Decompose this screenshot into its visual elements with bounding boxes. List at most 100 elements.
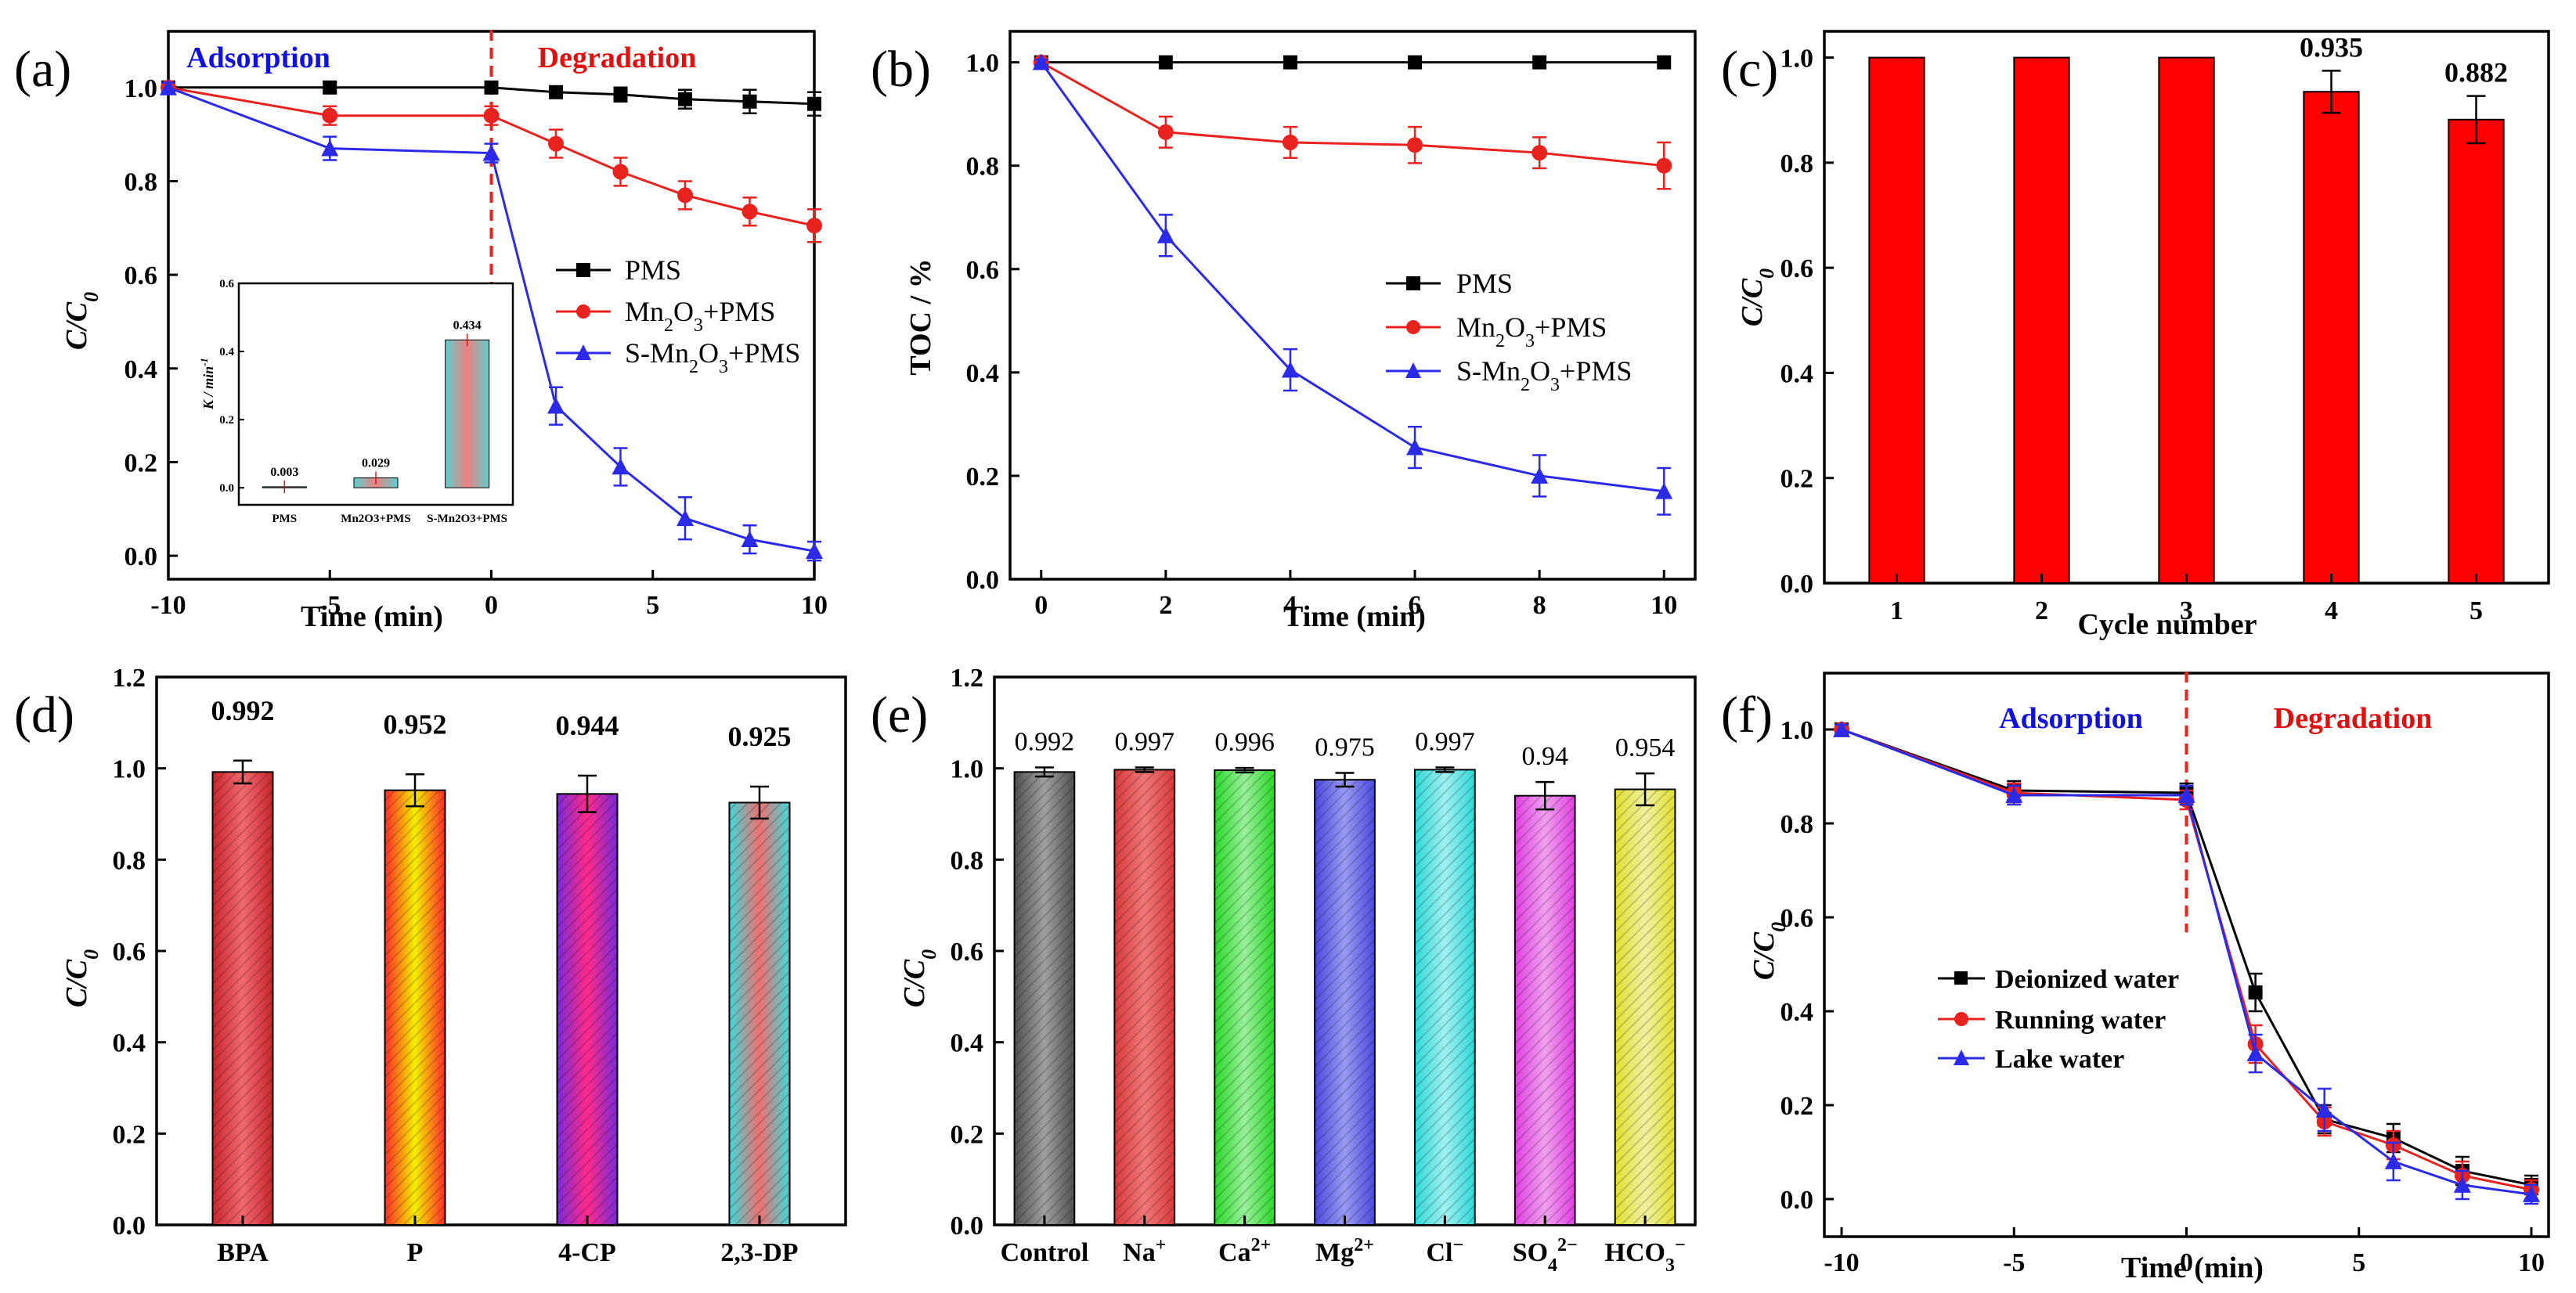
c-category-label: 1: [1890, 596, 1903, 625]
a-data-point: [677, 187, 693, 203]
b-data-point: [1408, 55, 1423, 70]
inset-category-label: Mn2O3+PMS: [341, 513, 410, 525]
c-ytick-label: 0.4: [1780, 359, 1814, 388]
panel-c-ylabel: C/C0: [1736, 268, 1778, 326]
e-bar-hatch: [1415, 769, 1475, 1225]
b-ytick-label: 0.0: [966, 566, 1000, 595]
inset-ytick-label: 0.4: [219, 346, 234, 358]
inset-value-label: 0.434: [453, 319, 482, 332]
c-value-label: 0.935: [2300, 31, 2363, 63]
a-ytick-label: 0.2: [124, 448, 158, 477]
a-data-point: [741, 203, 758, 220]
f-data-point: [2384, 1153, 2402, 1169]
d-bar-hatch: [384, 790, 446, 1225]
panel-b-legend-entry-pms: PMS: [1386, 268, 1513, 299]
c-category-label: 4: [2325, 596, 2338, 625]
panel-a-degradation-label: Degradation: [538, 41, 697, 74]
e-bar-hatch: [1615, 789, 1676, 1225]
e-ytick-label: 0.6: [951, 938, 984, 967]
panel-c-cycle-chart: (c) Cycle number C/C0 0.0 0.2 0.4 0.6 0.8 1.0…: [1721, 30, 2550, 641]
c-ytick-label: 0.6: [1780, 254, 1814, 283]
a-xtick-label: -10: [150, 591, 186, 620]
a-ytick-label: 0.6: [124, 261, 158, 290]
b-axes-frame: [1008, 30, 1697, 581]
panel-a-legend-entry-pms: PMS: [556, 254, 681, 286]
a-data-point: [612, 458, 630, 475]
svg-text:Deionized water: Deionized water: [1995, 965, 2179, 994]
c-bar: [2303, 91, 2360, 584]
inset-value-label: 0.003: [270, 466, 298, 479]
svg-text:Mn2O3+PMS: Mn2O3+PMS: [625, 296, 775, 336]
a-series-line: [168, 86, 815, 106]
b-ytick-label: 0.4: [966, 359, 1000, 388]
b-xtick-label: 6: [1409, 591, 1422, 620]
panel-a-legend-entry-mn2o3: Mn2O3+PMS: [556, 296, 775, 336]
a-data-point: [484, 80, 499, 95]
e-category-label: Na+: [1123, 1235, 1166, 1267]
panel-a-legend: PMS Mn2O3+PMS S-Mn2O3+PMS: [556, 254, 800, 377]
e-bar-hatch: [1514, 795, 1575, 1225]
f-ytick-label: 0.2: [1780, 1092, 1814, 1121]
panel-b-label: (b): [871, 41, 931, 98]
panel-a-adsorption-label: Adsorption: [186, 41, 330, 74]
b-data-point: [1532, 55, 1547, 70]
a-ytick-label: 0.0: [124, 542, 158, 571]
c-bar: [2158, 56, 2215, 585]
panel-b-legend-entry-smn2o3: S-Mn2O3+PMS: [1386, 355, 1632, 395]
panel-d-label: (d): [14, 686, 74, 744]
e-ytick-label: 1.0: [951, 755, 984, 784]
inset-bar: [445, 339, 490, 488]
f-data-point: [2177, 787, 2195, 803]
f-ytick-label: 1.0: [1780, 716, 1814, 745]
e-ytick-label: 0.4: [951, 1029, 984, 1058]
panel-b-toc-chart: (b) Time (min) TOC / % 0.0 0.2 0.4 0.6 0.8 1.…: [871, 30, 1697, 633]
panel-b-xlabel: Time (min): [1283, 600, 1426, 633]
svg-text:S-Mn2O3+PMS: S-Mn2O3+PMS: [1456, 355, 1632, 395]
b-data-point: [1655, 482, 1673, 499]
d-ytick-label: 0.6: [113, 938, 146, 967]
b-data-point: [1531, 466, 1549, 484]
panel-f-degradation-label: Degradation: [2274, 702, 2433, 735]
inset-ytick-label: 0.2: [219, 414, 234, 427]
e-value-label: 0.997: [1115, 728, 1175, 757]
panel-d-ylabel: C/C0: [60, 949, 103, 1007]
a-xtick-label: 10: [801, 591, 828, 620]
b-data-point: [1032, 53, 1050, 70]
panel-a-ylabel: C/C0: [60, 292, 103, 350]
e-bar-hatch: [1315, 780, 1375, 1225]
e-category-label: Control: [1001, 1238, 1089, 1267]
e-ytick-label: 0.8: [951, 846, 984, 875]
f-data-point: [2315, 1101, 2333, 1118]
d-category-label: 2,3-DP: [720, 1238, 798, 1267]
a-data-point: [323, 80, 337, 95]
a-data-point: [806, 218, 822, 234]
a-data-point: [807, 96, 821, 111]
a-xtick-label: 0: [485, 591, 498, 620]
a-xtick-label: 5: [646, 591, 659, 620]
c-ytick-label: 0.2: [1780, 465, 1814, 494]
inset-ytick-label: 0.6: [219, 278, 234, 290]
b-data-point: [1407, 137, 1423, 153]
a-data-point: [548, 135, 564, 152]
f-ytick-label: 0.4: [1780, 998, 1814, 1027]
b-data-point: [1656, 157, 1672, 174]
svg-text:Lake water: Lake water: [1995, 1045, 2124, 1074]
b-data-point: [1657, 55, 1672, 70]
d-value-label: 0.992: [211, 695, 275, 726]
panel-f-xlabel: Time (min): [2121, 1252, 2264, 1284]
d-category-label: BPA: [217, 1238, 269, 1267]
a-ytick-label: 0.8: [124, 167, 158, 196]
panel-b-legend: PMS Mn2O3+PMS S-Mn2O3+PMS: [1386, 268, 1632, 395]
f-data-point: [1833, 721, 1851, 737]
inset-ylabel: K / min-1: [198, 358, 217, 410]
d-bar-hatch: [212, 772, 273, 1225]
f-data-point: [2522, 1186, 2540, 1202]
d-ytick-label: 0.4: [113, 1029, 146, 1058]
a-data-point: [547, 397, 565, 414]
f-xtick-label: 0: [2180, 1248, 2193, 1277]
panel-a-xlabel: Time (min): [301, 600, 443, 633]
f-ytick-label: 0.6: [1780, 904, 1814, 933]
inset-category-label: S-Mn2O3+PMS: [427, 513, 507, 525]
c-category-label: 3: [2180, 596, 2193, 625]
panel-c-xlabel: Cycle number: [2077, 608, 2257, 641]
